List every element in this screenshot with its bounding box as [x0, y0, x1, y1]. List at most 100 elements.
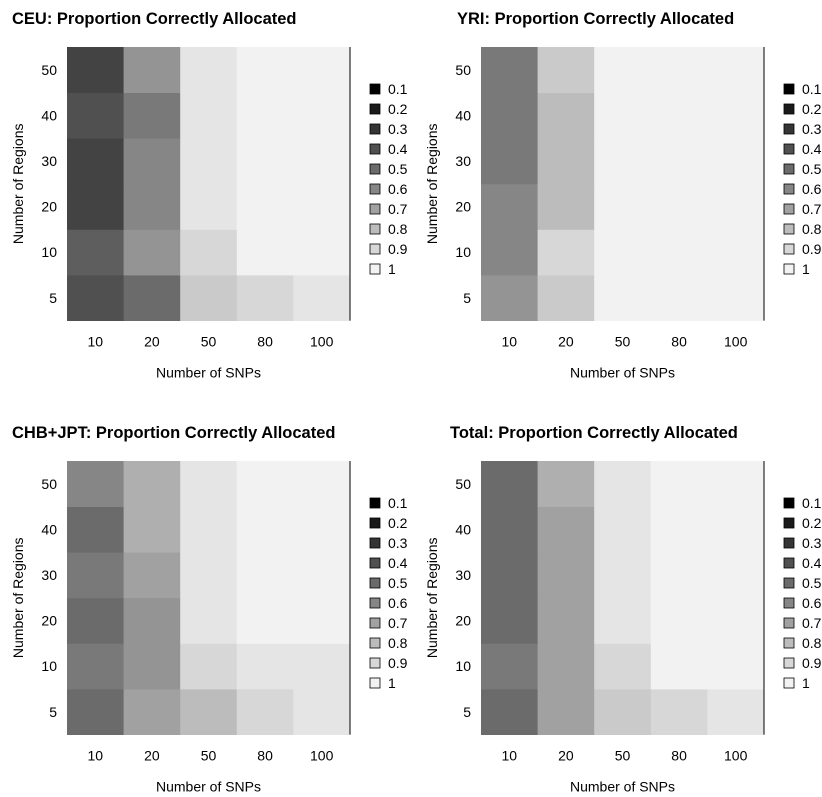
- y-tick-label: 30: [41, 567, 57, 583]
- y-tick-label: 20: [455, 199, 471, 215]
- heatmap-cell: [594, 552, 652, 599]
- legend-swatch: [783, 497, 795, 509]
- heatmap-cell: [650, 47, 708, 93]
- y-axis-label: Number of Regions: [10, 537, 26, 658]
- y-tick-label: 50: [455, 476, 471, 492]
- heatmap-panel: YRI: Proportion Correctly Allocated 10 20 5…: [424, 10, 822, 381]
- legend-label: 1: [802, 261, 810, 277]
- legend-label: 0.9: [802, 241, 822, 257]
- heatmap-cell: [481, 47, 538, 93]
- heatmap-cell: [481, 552, 538, 599]
- heatmap-cell: [293, 506, 351, 553]
- legend-label: 0.7: [388, 201, 408, 217]
- heatmap-cell: [123, 47, 181, 93]
- heatmap-panel: Total: Proportion Correctly Allocated 10 2…: [424, 424, 822, 795]
- heatmap-cell: [180, 597, 238, 644]
- x-tick-label: 20: [144, 334, 160, 350]
- heatmap-cell: [293, 275, 351, 321]
- x-tick-label: 50: [615, 748, 631, 764]
- heatmap-cell: [293, 689, 351, 735]
- y-axis-label: Number of Regions: [10, 123, 26, 244]
- legend-label: 0.9: [388, 241, 408, 257]
- legend-swatch: [783, 537, 795, 549]
- legend-label: 0.1: [388, 495, 408, 511]
- heatmap-cell: [123, 138, 181, 185]
- legend-swatch: [783, 597, 795, 609]
- heatmap-cell: [123, 183, 181, 230]
- chart-title: CEU: Proportion Correctly Allocated: [12, 10, 297, 28]
- y-tick-label: 40: [455, 521, 471, 537]
- heatmap-cell: [537, 275, 595, 321]
- legend-label: 0.9: [802, 655, 822, 671]
- y-tick-label: 20: [41, 613, 57, 629]
- legend-swatch: [783, 123, 795, 135]
- heatmap-cell: [537, 92, 595, 139]
- legend-label: 0.8: [388, 635, 408, 651]
- heatmap-cell: [481, 138, 538, 185]
- heatmap-cell: [293, 92, 351, 139]
- x-tick-label: 80: [671, 748, 687, 764]
- legend-swatch: [369, 243, 381, 255]
- legend-swatch: [783, 223, 795, 235]
- legend-label: 0.8: [802, 635, 822, 651]
- y-tick-label: 20: [41, 199, 57, 215]
- x-tick-label: 80: [257, 334, 273, 350]
- legend-swatch: [783, 83, 795, 95]
- legend-label: 0.9: [388, 655, 408, 671]
- legend-label: 0.4: [388, 555, 408, 571]
- y-tick-label: 5: [463, 290, 471, 306]
- heatmap-cell: [236, 643, 294, 690]
- y-tick-label: 10: [455, 244, 471, 260]
- heatmap-cell: [594, 229, 652, 276]
- legend-swatch: [783, 163, 795, 175]
- legend-swatch: [369, 637, 381, 649]
- heatmap-cell: [707, 689, 765, 735]
- heatmap-cell: [293, 183, 351, 230]
- legend-label: 0.5: [388, 575, 408, 591]
- y-tick-label: 30: [41, 153, 57, 169]
- heatmap-cell: [67, 92, 124, 139]
- heatmap-cell: [180, 47, 238, 93]
- legend-label: 0.7: [802, 615, 822, 631]
- heatmap-cell: [707, 138, 765, 185]
- heatmap-cell: [481, 643, 538, 690]
- legend-swatch: [783, 263, 795, 275]
- heatmap-cell: [707, 597, 765, 644]
- heatmap-cell: [481, 92, 538, 139]
- heatmap-cell: [650, 138, 708, 185]
- chart-title: YRI: Proportion Correctly Allocated: [457, 10, 734, 28]
- y-tick-label: 5: [49, 704, 57, 720]
- legend-label: 0.2: [388, 515, 408, 531]
- y-tick-label: 30: [455, 567, 471, 583]
- heatmap-cell: [650, 229, 708, 276]
- heatmap-cell: [293, 552, 351, 599]
- y-tick-label: 40: [41, 521, 57, 537]
- heatmap-cell: [236, 183, 294, 230]
- y-tick-label: 5: [49, 290, 57, 306]
- y-axis-label: Number of Regions: [424, 123, 440, 244]
- legend-label: 0.1: [802, 81, 822, 97]
- legend-label: 0.7: [388, 615, 408, 631]
- heatmap-cell: [707, 275, 765, 321]
- heatmap-cell: [537, 552, 595, 599]
- heatmap-cell: [481, 506, 538, 553]
- legend-label: 1: [802, 675, 810, 691]
- legend-swatch: [369, 617, 381, 629]
- legend-label: 1: [388, 675, 396, 691]
- legend-label: 0.4: [388, 141, 408, 157]
- legend-label: 0.2: [802, 515, 822, 531]
- heatmap-cell: [707, 552, 765, 599]
- heatmap-cell: [707, 643, 765, 690]
- chart-title: CHB+JPT: Proportion Correctly Allocated: [12, 424, 335, 442]
- legend-swatch: [369, 657, 381, 669]
- legend-swatch: [783, 637, 795, 649]
- heatmap-cell: [180, 506, 238, 553]
- heatmap-cell: [594, 597, 652, 644]
- legend-swatch: [369, 223, 381, 235]
- legend-swatch: [783, 517, 795, 529]
- legend-label: 0.4: [802, 141, 822, 157]
- heatmap-panel: CEU: Proportion Correctly Allocated 10 20 5…: [10, 10, 408, 381]
- legend-swatch: [369, 143, 381, 155]
- heatmap-cell: [537, 689, 595, 735]
